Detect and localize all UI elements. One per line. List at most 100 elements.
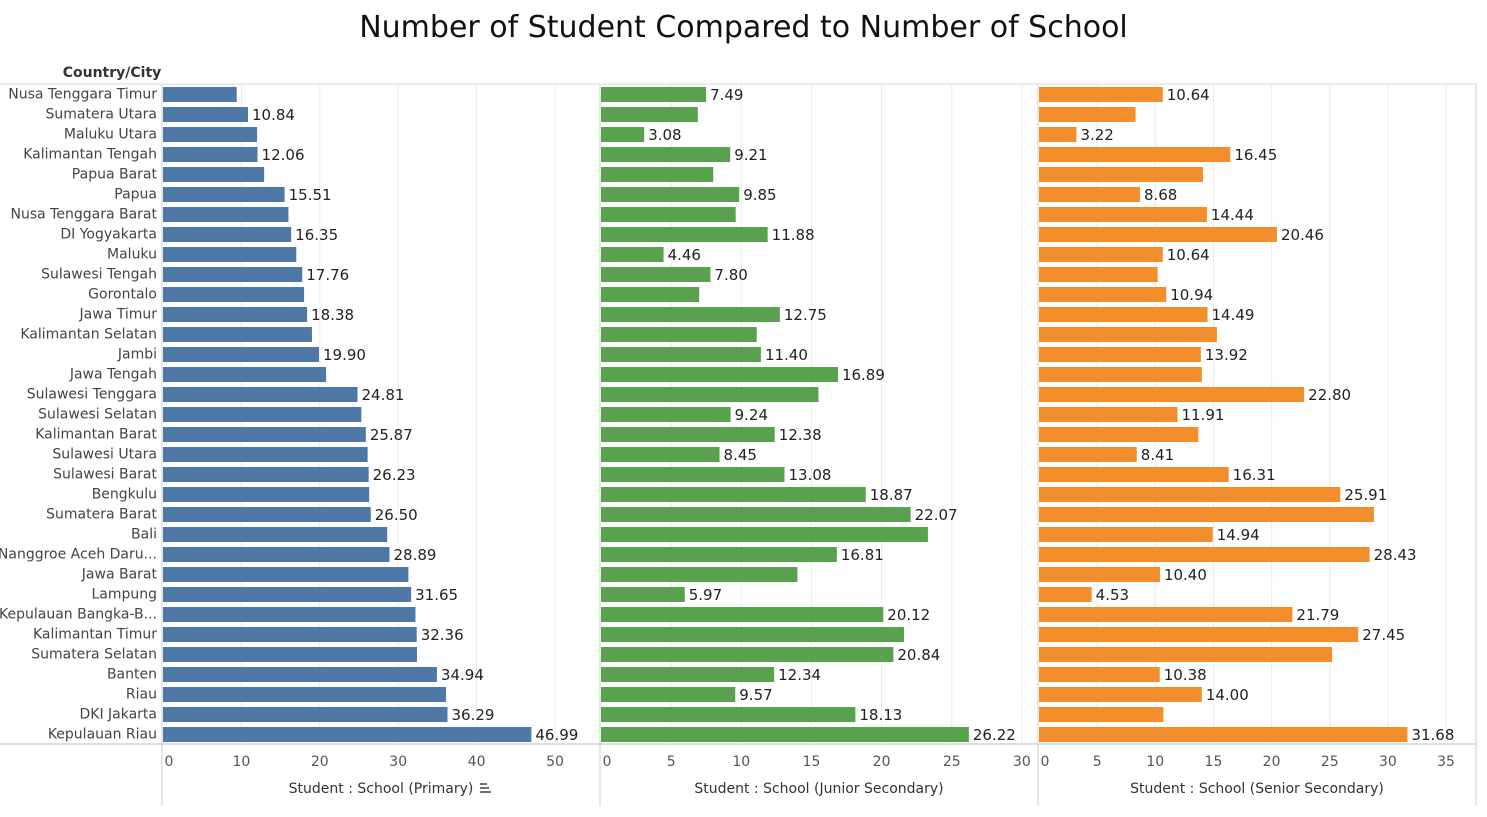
bar-junior-secondary[interactable]	[601, 167, 714, 182]
bar-junior-secondary[interactable]	[601, 627, 905, 642]
bar-senior-secondary[interactable]	[1039, 567, 1160, 582]
bar-senior-secondary[interactable]	[1039, 607, 1293, 622]
bar-senior-secondary[interactable]	[1039, 207, 1207, 222]
bar-junior-secondary[interactable]	[601, 727, 969, 742]
bar-primary[interactable]	[163, 467, 369, 482]
bar-junior-secondary[interactable]	[601, 707, 856, 722]
bar-senior-secondary[interactable]	[1039, 727, 1408, 742]
bar-primary[interactable]	[163, 487, 370, 502]
bar-senior-secondary[interactable]	[1039, 707, 1164, 722]
bar-primary[interactable]	[163, 627, 417, 642]
bar-senior-secondary[interactable]	[1039, 347, 1201, 362]
bar-senior-secondary[interactable]	[1039, 587, 1092, 602]
bar-junior-secondary[interactable]	[601, 267, 711, 282]
bar-primary[interactable]	[163, 667, 437, 682]
bar-junior-secondary[interactable]	[601, 587, 685, 602]
bar-senior-secondary[interactable]	[1039, 147, 1231, 162]
bar-primary[interactable]	[163, 247, 297, 262]
bar-senior-secondary[interactable]	[1039, 107, 1136, 122]
bar-junior-secondary[interactable]	[601, 647, 894, 662]
bar-junior-secondary[interactable]	[601, 447, 720, 462]
bar-primary[interactable]	[163, 407, 362, 422]
bar-primary[interactable]	[163, 127, 258, 142]
x-tick-label: 35	[1437, 754, 1455, 770]
bar-junior-secondary[interactable]	[601, 407, 731, 422]
bar-senior-secondary[interactable]	[1039, 627, 1359, 642]
bar-primary[interactable]	[163, 687, 447, 702]
bar-primary[interactable]	[163, 647, 418, 662]
bar-primary[interactable]	[163, 347, 320, 362]
bar-senior-secondary[interactable]	[1039, 487, 1341, 502]
bar-senior-secondary[interactable]	[1039, 227, 1277, 242]
bar-senior-secondary[interactable]	[1039, 327, 1217, 342]
bar-primary[interactable]	[163, 267, 303, 282]
bar-junior-secondary[interactable]	[601, 687, 736, 702]
bar-senior-secondary[interactable]	[1039, 307, 1208, 322]
bar-primary[interactable]	[163, 207, 289, 222]
bar-primary[interactable]	[163, 367, 327, 382]
bar-primary[interactable]	[163, 567, 409, 582]
bar-senior-secondary[interactable]	[1039, 447, 1137, 462]
bar-primary[interactable]	[163, 187, 285, 202]
bar-senior-secondary[interactable]	[1039, 387, 1305, 402]
bar-junior-secondary[interactable]	[601, 187, 740, 202]
bar-primary[interactable]	[163, 307, 308, 322]
bar-junior-secondary[interactable]	[601, 287, 700, 302]
bar-senior-secondary[interactable]	[1039, 507, 1374, 522]
bar-primary[interactable]	[163, 727, 532, 742]
bar-primary[interactable]	[163, 327, 312, 342]
bar-junior-secondary[interactable]	[601, 367, 838, 382]
bar-junior-secondary[interactable]	[601, 107, 698, 122]
bar-primary[interactable]	[163, 447, 368, 462]
bar-junior-secondary[interactable]	[601, 247, 664, 262]
bar-primary[interactable]	[163, 607, 416, 622]
bar-junior-secondary[interactable]	[601, 467, 785, 482]
bar-senior-secondary[interactable]	[1039, 127, 1077, 142]
bar-junior-secondary[interactable]	[601, 427, 775, 442]
bar-senior-secondary[interactable]	[1039, 87, 1163, 102]
bar-junior-secondary[interactable]	[601, 307, 780, 322]
bar-junior-secondary[interactable]	[601, 327, 757, 342]
bar-primary[interactable]	[163, 547, 390, 562]
bar-junior-secondary[interactable]	[601, 567, 798, 582]
bar-primary[interactable]	[163, 107, 248, 122]
bar-junior-secondary[interactable]	[601, 487, 866, 502]
bar-primary[interactable]	[163, 287, 305, 302]
bar-primary[interactable]	[163, 387, 358, 402]
bar-primary[interactable]	[163, 427, 366, 442]
bar-primary[interactable]	[163, 507, 371, 522]
bar-senior-secondary[interactable]	[1039, 467, 1229, 482]
bar-junior-secondary[interactable]	[601, 207, 736, 222]
bar-junior-secondary[interactable]	[601, 347, 761, 362]
bar-senior-secondary[interactable]	[1039, 367, 1202, 382]
bar-senior-secondary[interactable]	[1039, 547, 1370, 562]
bar-senior-secondary[interactable]	[1039, 667, 1160, 682]
bar-senior-secondary[interactable]	[1039, 247, 1163, 262]
bar-junior-secondary[interactable]	[601, 527, 928, 542]
bar-senior-secondary[interactable]	[1039, 267, 1158, 282]
bar-junior-secondary[interactable]	[601, 227, 768, 242]
bar-primary[interactable]	[163, 587, 412, 602]
bar-primary[interactable]	[163, 707, 448, 722]
bar-senior-secondary[interactable]	[1039, 167, 1203, 182]
bar-junior-secondary[interactable]	[601, 387, 819, 402]
bar-senior-secondary[interactable]	[1039, 647, 1333, 662]
bar-primary[interactable]	[163, 227, 292, 242]
bar-junior-secondary[interactable]	[601, 87, 707, 102]
bar-primary[interactable]	[163, 527, 388, 542]
bar-junior-secondary[interactable]	[601, 547, 837, 562]
bar-junior-secondary[interactable]	[601, 147, 731, 162]
bar-senior-secondary[interactable]	[1039, 427, 1199, 442]
bar-senior-secondary[interactable]	[1039, 187, 1140, 202]
bar-senior-secondary[interactable]	[1039, 687, 1202, 702]
bar-junior-secondary[interactable]	[601, 127, 645, 142]
bar-primary[interactable]	[163, 167, 265, 182]
bar-junior-secondary[interactable]	[601, 667, 775, 682]
bar-senior-secondary[interactable]	[1039, 407, 1178, 422]
bar-primary[interactable]	[163, 87, 237, 102]
bar-senior-secondary[interactable]	[1039, 527, 1213, 542]
bar-senior-secondary[interactable]	[1039, 287, 1167, 302]
bar-primary[interactable]	[163, 147, 258, 162]
bar-junior-secondary[interactable]	[601, 607, 884, 622]
bar-junior-secondary[interactable]	[601, 507, 911, 522]
